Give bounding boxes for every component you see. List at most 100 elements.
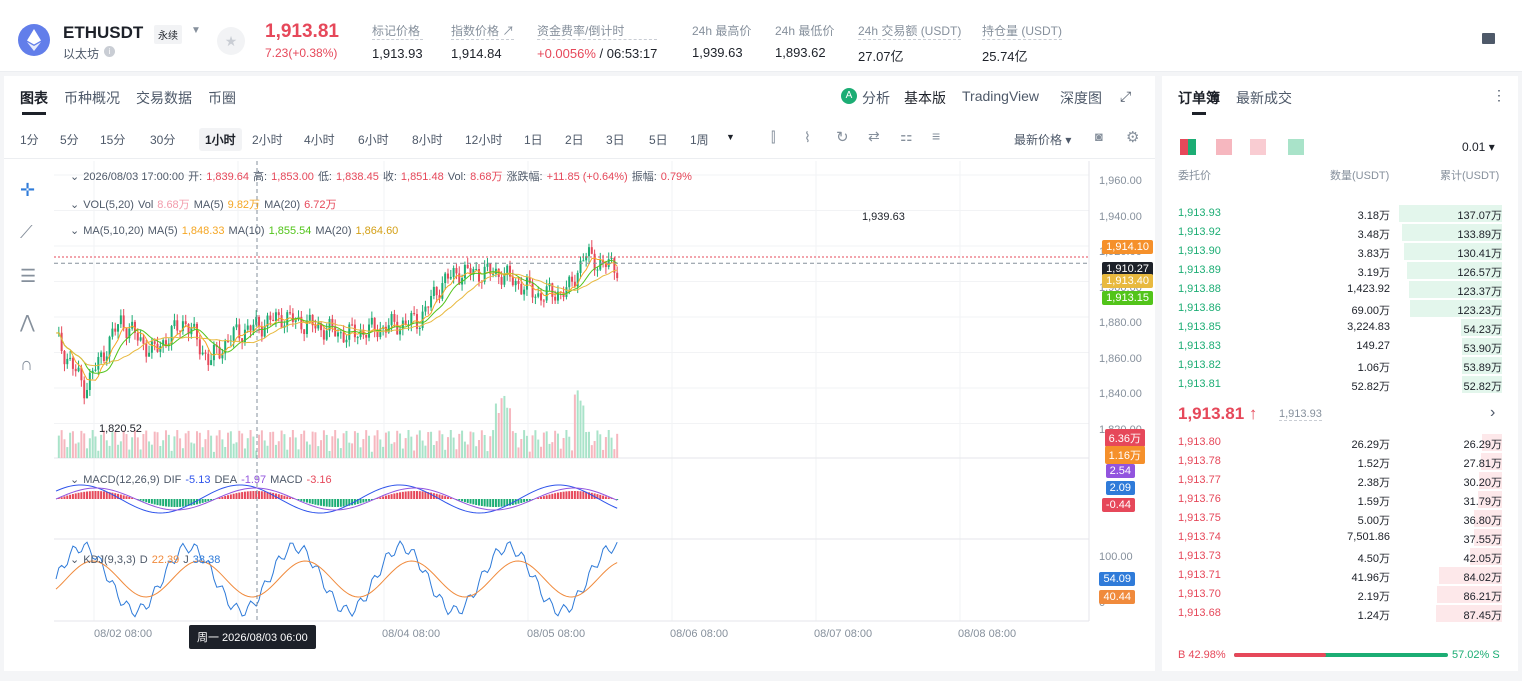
book-row[interactable]: 1,913.89 3.19万 126.57万 xyxy=(1162,261,1518,280)
macd-bar xyxy=(548,494,551,499)
view-bids-only-icon[interactable] xyxy=(1288,139,1304,155)
interval-6[interactable]: 4小时 xyxy=(304,133,335,147)
book-row[interactable]: 1,913.75 5.00万 36.80万 xyxy=(1162,509,1518,528)
chevron-right-icon[interactable]: › xyxy=(1490,404,1496,421)
volume-bar xyxy=(382,446,385,458)
swap-icon[interactable]: ⇄ xyxy=(868,128,880,144)
macd-bar xyxy=(410,491,413,499)
interval-2[interactable]: 15分 xyxy=(100,133,126,147)
candle-type-icon[interactable]: ⫿ xyxy=(771,129,776,145)
interval-3[interactable]: 30分 xyxy=(150,133,176,147)
book-row[interactable]: 1,913.90 3.83万 130.41万 xyxy=(1162,242,1518,261)
interval-9[interactable]: 12小时 xyxy=(465,133,503,147)
refresh-icon[interactable]: ↻ xyxy=(836,129,849,146)
macd-bar xyxy=(63,496,66,499)
fib-tool-icon[interactable]: ☰ xyxy=(20,266,37,286)
volume-bar xyxy=(362,439,365,458)
mode-depth[interactable]: 深度图 xyxy=(1060,90,1102,106)
more-icon[interactable]: ⋮ xyxy=(1492,87,1506,103)
candle-body xyxy=(517,280,520,284)
list-icon[interactable]: ≡ xyxy=(932,128,941,144)
mid-price[interactable]: 1,913.81 ↑ xyxy=(1178,404,1258,423)
interval-12[interactable]: 3日 xyxy=(606,133,625,147)
book-row[interactable]: 1,913.80 26.29万 26.29万 xyxy=(1162,433,1518,452)
interval-4[interactable]: 1小时 xyxy=(199,128,242,151)
candlestick-chart[interactable] xyxy=(54,161,1154,651)
book-row[interactable]: 1,913.70 2.19万 86.21万 xyxy=(1162,585,1518,604)
tab-trading-data[interactable]: 交易数据 xyxy=(136,90,192,106)
chevron-down-icon[interactable]: ▼ xyxy=(191,25,201,36)
symbol[interactable]: ETHUSDT xyxy=(63,23,144,42)
interval-14[interactable]: 1周 xyxy=(690,133,709,147)
mode-tradingview[interactable]: TradingView xyxy=(962,88,1040,104)
book-row[interactable]: 1,913.81 52.82万 52.82万 xyxy=(1162,375,1518,394)
macd-bar xyxy=(297,499,300,501)
candle-body xyxy=(252,324,255,331)
settings-gear-icon[interactable]: ⚙ xyxy=(1126,129,1140,146)
tab-recent-trades[interactable]: 最新成交 xyxy=(1236,90,1292,106)
view-bids-icon[interactable] xyxy=(1250,139,1266,155)
tab-orderbook[interactable]: 订单簿 xyxy=(1178,90,1220,106)
analysis-icon[interactable]: A xyxy=(841,88,857,104)
book-row[interactable]: 1,913.71 41.96万 84.02万 xyxy=(1162,566,1518,585)
line-tool-icon[interactable]: ⟋ xyxy=(20,222,33,242)
tab-chart[interactable]: 图表 xyxy=(20,90,48,106)
book-row[interactable]: 1,913.74 7,501.86 37.55万 xyxy=(1162,528,1518,547)
interval-dropdown-icon[interactable]: ▼ xyxy=(726,132,735,142)
book-row[interactable]: 1,913.92 3.48万 133.89万 xyxy=(1162,223,1518,242)
pattern-tool-icon[interactable]: ⋀ xyxy=(20,312,35,332)
candle-body xyxy=(387,325,390,333)
interval-5[interactable]: 2小时 xyxy=(252,133,283,147)
interval-13[interactable]: 5日 xyxy=(649,133,668,147)
volume-bar xyxy=(497,412,500,458)
view-both-icon[interactable] xyxy=(1180,139,1196,155)
tab-circle[interactable]: 币圈 xyxy=(208,90,236,106)
macd-bar xyxy=(136,499,139,500)
book-row[interactable]: 1,913.86 69.00万 123.23万 xyxy=(1162,299,1518,318)
book-row[interactable]: 1,913.85 3,224.83 54.23万 xyxy=(1162,318,1518,337)
indicator-icon[interactable]: ⌇ xyxy=(804,129,811,145)
mode-analysis[interactable]: 分析 xyxy=(862,90,890,106)
book-row[interactable]: 1,913.73 4.50万 42.05万 xyxy=(1162,547,1518,566)
magnet-tool-icon[interactable]: ∩ xyxy=(20,354,33,374)
book-row[interactable]: 1,913.93 3.18万 137.07万 xyxy=(1162,204,1518,223)
book-row[interactable]: 1,913.77 2.38万 30.20万 xyxy=(1162,471,1518,490)
info-icon[interactable]: i xyxy=(104,46,115,57)
interval-0[interactable]: 1分 xyxy=(20,133,39,147)
interval-10[interactable]: 1日 xyxy=(524,133,543,147)
candle-body xyxy=(74,368,77,372)
book-row[interactable]: 1,913.78 1.52万 27.81万 xyxy=(1162,452,1518,471)
volume-bar xyxy=(469,431,472,458)
precision-select[interactable]: 0.01 ▾ xyxy=(1462,140,1495,154)
expand-icon[interactable]: ⤢ xyxy=(1120,88,1132,104)
star-icon[interactable]: ★ xyxy=(217,27,245,55)
macd-bar xyxy=(551,493,554,499)
book-icon[interactable] xyxy=(1482,33,1495,44)
macd-bar xyxy=(500,499,503,507)
book-row[interactable]: 1,913.83 149.27 53.90万 xyxy=(1162,337,1518,356)
crosshair-tool-icon[interactable]: ✛ xyxy=(20,180,36,200)
tab-coin-overview[interactable]: 币种概况 xyxy=(64,90,120,106)
camera-icon[interactable]: ◙ xyxy=(1095,129,1103,144)
interval-8[interactable]: 8小时 xyxy=(412,133,443,147)
candle-body xyxy=(514,280,517,286)
volume-bar xyxy=(164,430,167,458)
book-row[interactable]: 1,913.68 1.24万 87.45万 xyxy=(1162,604,1518,623)
price-type-select[interactable]: 最新价格 ▾ xyxy=(1014,133,1072,147)
macd-bar xyxy=(74,493,77,499)
book-row[interactable]: 1,913.88 1,423.92 123.37万 xyxy=(1162,280,1518,299)
book-row[interactable]: 1,913.82 1.06万 53.89万 xyxy=(1162,356,1518,375)
interval-1[interactable]: 5分 xyxy=(60,133,79,147)
stat-index[interactable]: 指数价格 ↗ 1,914.84 xyxy=(451,24,515,61)
volume-bar xyxy=(289,437,292,458)
book-price: 1,913.93 xyxy=(1178,207,1221,219)
volume-bar xyxy=(272,431,275,458)
interval-11[interactable]: 2日 xyxy=(565,133,584,147)
interval-7[interactable]: 6小时 xyxy=(358,133,389,147)
layout-icon[interactable]: ⚏ xyxy=(900,128,913,144)
mode-basic[interactable]: 基本版 xyxy=(904,90,946,106)
volume-bar xyxy=(334,430,337,458)
book-row[interactable]: 1,913.76 1.59万 31.79万 xyxy=(1162,490,1518,509)
candle-body xyxy=(100,352,103,357)
view-asks-icon[interactable] xyxy=(1216,139,1232,155)
